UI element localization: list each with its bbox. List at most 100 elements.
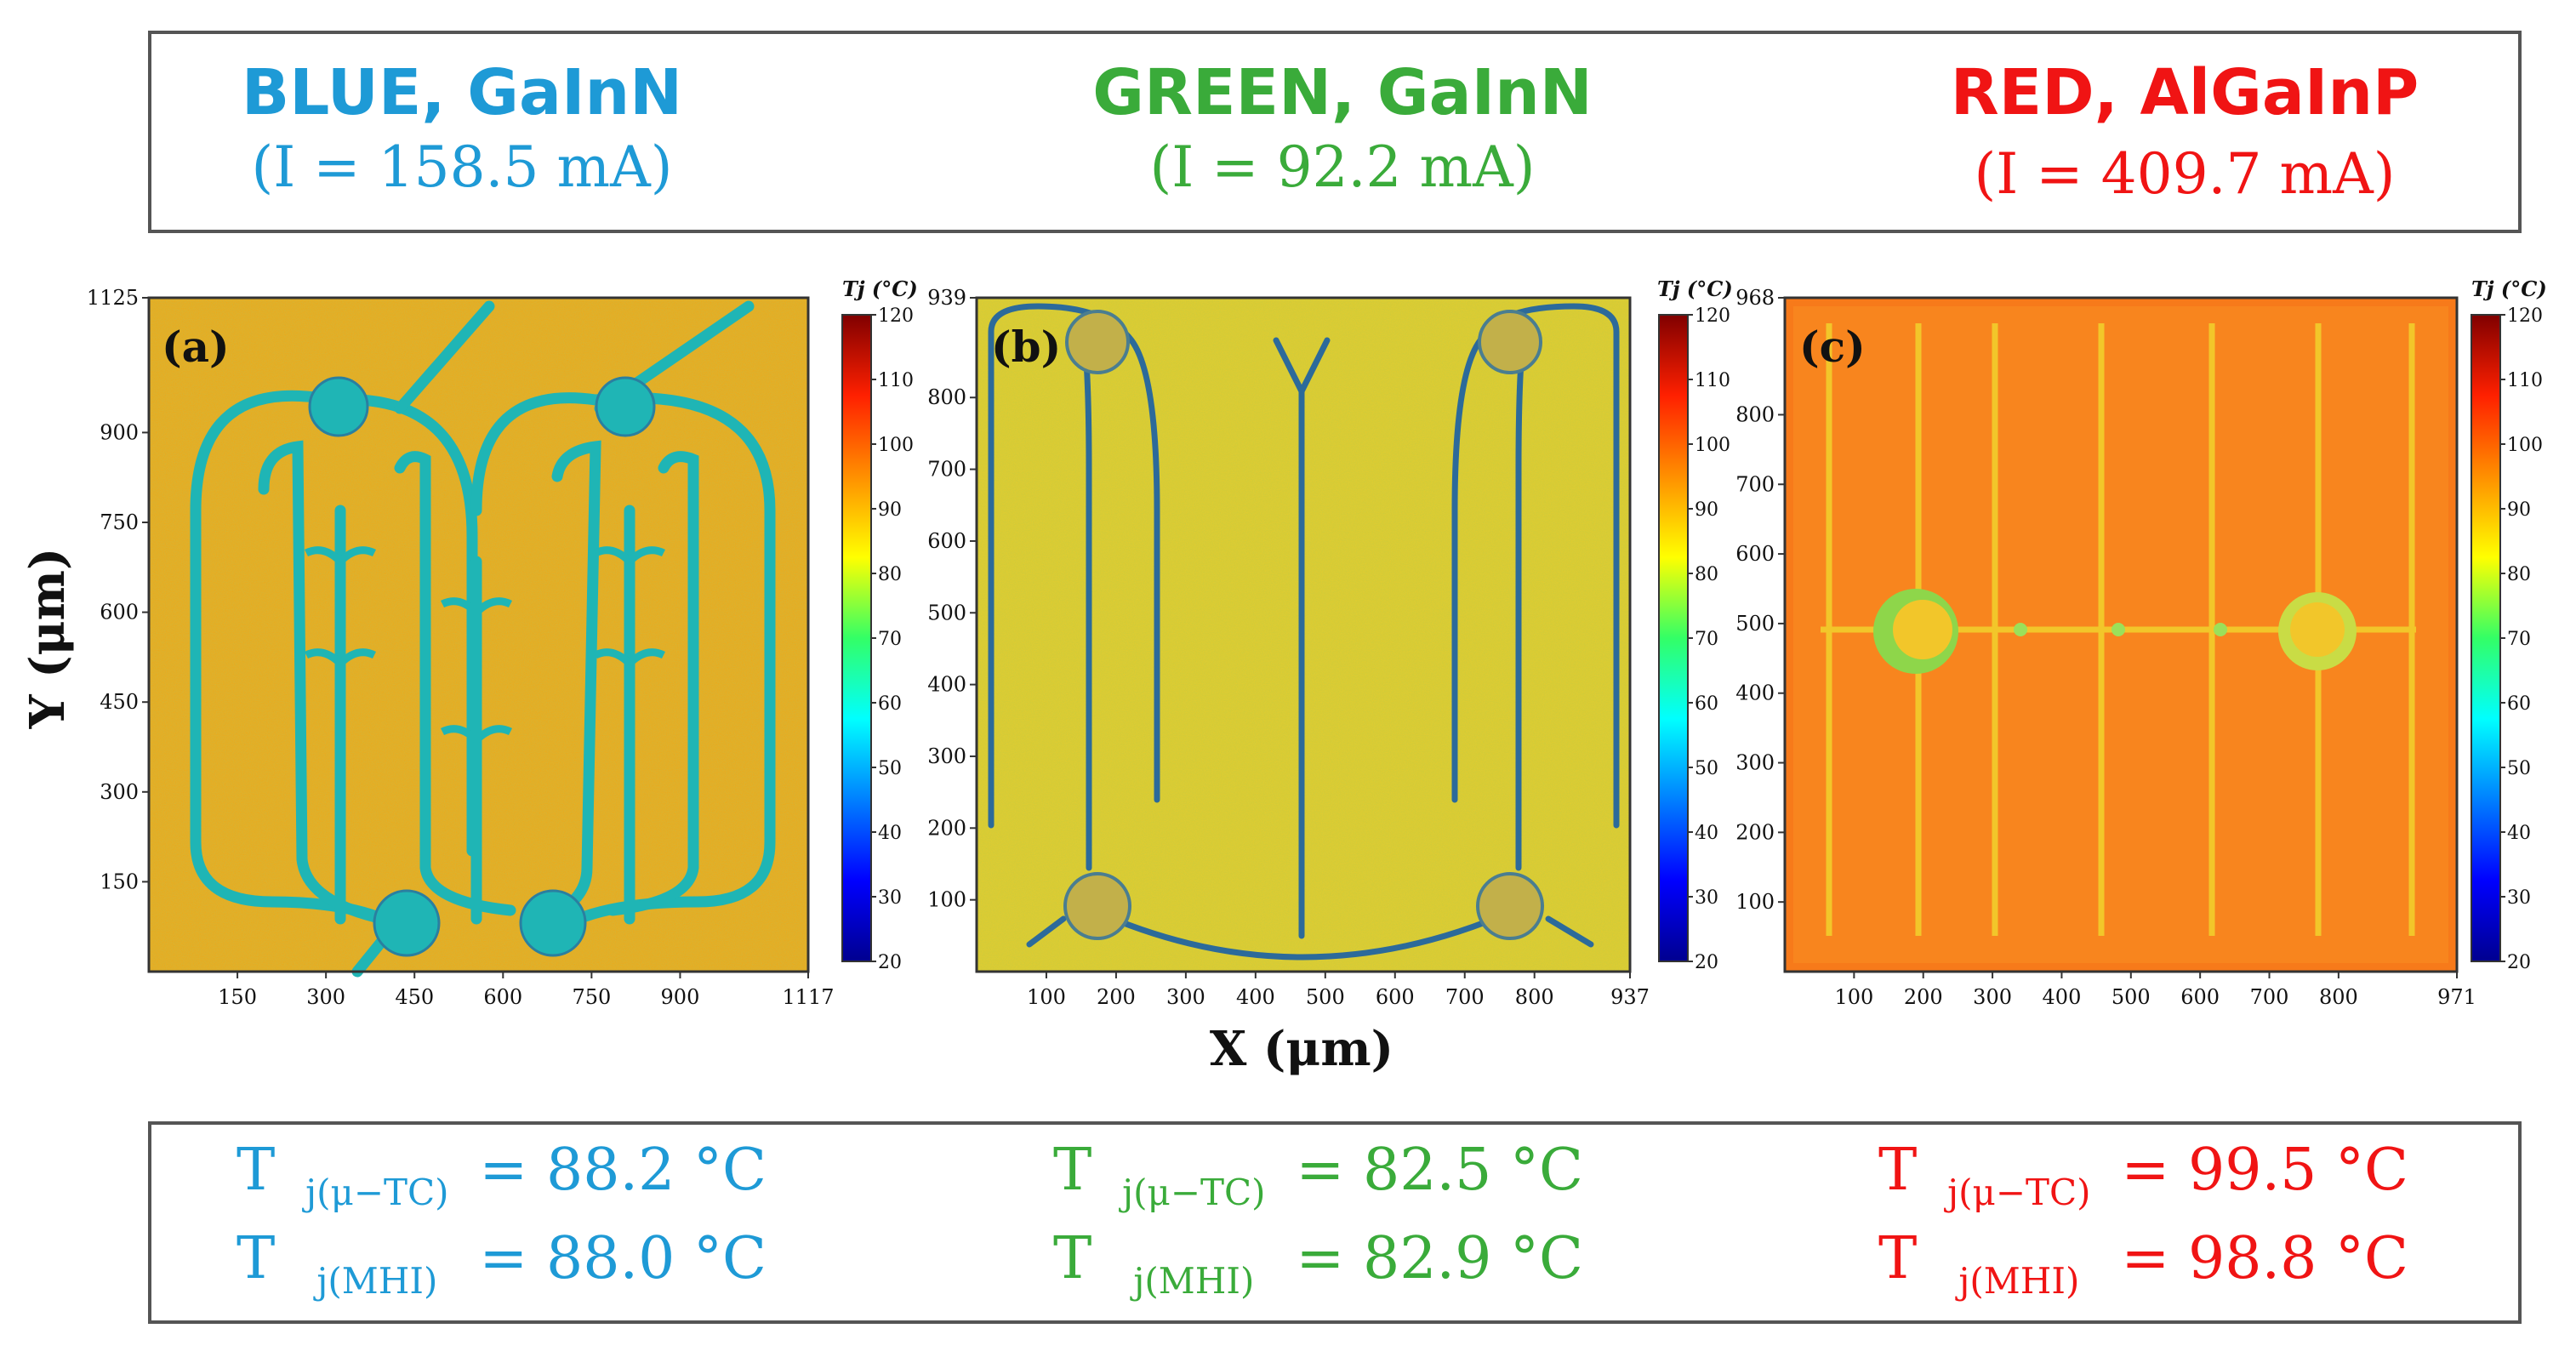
y-tick-label: 600 — [100, 601, 139, 624]
x-tick-label: 200 — [1097, 985, 1136, 1009]
colorbar-b — [1658, 314, 1689, 962]
tj-symbol: T — [1878, 1225, 1918, 1292]
x-tick-label: 700 — [2250, 985, 2289, 1009]
colorbar-tick-label: 20 — [878, 952, 902, 973]
x-tick-label: 900 — [661, 985, 700, 1009]
colorbar-tick-label: 90 — [2507, 499, 2531, 521]
colorbar-b-label: Tj (°C) — [1657, 277, 1733, 301]
y-tick-label: 800 — [1735, 402, 1775, 426]
colorbar-tick-label: 80 — [2507, 564, 2531, 585]
heatmap-figure: (a) 150 300 450 600 750 900 1117 150 300 450 600 75… — [20, 277, 2547, 1077]
led-name: GREEN, GaInN — [1092, 56, 1593, 129]
panel-c: (c) 100 200 300 400 500 600 700 800 971 100 200 300… — [1735, 277, 2547, 1009]
x-axis-title: X (μm) — [1210, 1021, 1393, 1077]
y-tick-label: 100 — [927, 888, 966, 912]
colorbar-tick-label: 110 — [878, 370, 914, 391]
tj-mhi-value: = 88.0 °C — [479, 1225, 767, 1292]
colorbar-tick-label: 30 — [878, 887, 902, 909]
colorbar-tick-label: 120 — [2507, 305, 2543, 327]
panel-label-b: (b) — [991, 322, 1061, 372]
axes-b: 100 200 300 400 500 600 700 800 937 100 200 300 400 5… — [927, 286, 1650, 1009]
tj-sub-tc: j(μ−TC) — [1947, 1172, 2091, 1213]
colorbar-tick-label: 80 — [878, 564, 902, 585]
header-box: BLUE, GaInN (I = 158.5 mA) GREEN, GaInN … — [148, 31, 2522, 233]
colorbar-tick-label: 30 — [1695, 887, 1718, 909]
x-tick-label: 100 — [1027, 985, 1066, 1009]
colorbar-b-ticks: 20 30 40 50 60 70 80 90 100 110 120 — [1688, 305, 1730, 973]
tj-mhi-value: = 82.9 °C — [1296, 1225, 1584, 1292]
x-tick-label: 300 — [306, 985, 345, 1009]
colorbar-tick-label: 90 — [878, 499, 902, 521]
y-tick-label: 750 — [100, 510, 139, 534]
y-tick-label: 100 — [1735, 890, 1775, 914]
tj-tc-value: = 82.5 °C — [1296, 1137, 1584, 1204]
colorbar-a — [841, 314, 872, 962]
colorbar-tick-label: 60 — [2507, 693, 2531, 715]
colorbar-c — [2471, 314, 2501, 962]
heatmap-b-frame — [975, 296, 1632, 973]
x-tick-label: 400 — [2043, 985, 2082, 1009]
x-tick-label: 300 — [1166, 985, 1205, 1009]
x-tick-label: 150 — [218, 985, 257, 1009]
colorbar-tick-label: 40 — [1695, 823, 1718, 844]
y-tick-label: 400 — [927, 673, 966, 697]
tj-sub-mhi: j(MHI) — [1133, 1260, 1255, 1302]
y-tick-label: 700 — [1735, 472, 1775, 496]
tj-symbol: T — [237, 1137, 276, 1204]
tj-sub-tc: j(μ−TC) — [1122, 1172, 1266, 1213]
tj-symbol: T — [1053, 1225, 1092, 1292]
colorbar-a-label: Tj (°C) — [842, 277, 918, 301]
x-tick-label: 100 — [1834, 985, 1873, 1009]
colorbar-tick-label: 120 — [878, 305, 914, 327]
panel-label-a: (a) — [162, 322, 230, 372]
colorbar-tick-label: 60 — [878, 693, 902, 715]
x-tick-label: 750 — [572, 985, 611, 1009]
x-tick-label: 600 — [2180, 985, 2220, 1009]
heatmap-b-pads — [1063, 310, 1544, 940]
x-tick-label: 400 — [1236, 985, 1275, 1009]
y-tick-label: 600 — [927, 529, 966, 553]
y-tick-label: 939 — [927, 286, 966, 310]
colorbar-c-ticks: 20 30 40 50 60 70 80 90 100 110 120 — [2500, 305, 2543, 973]
x-tick-label: 450 — [395, 985, 434, 1009]
x-tick-label: 600 — [483, 985, 522, 1009]
colorbar-tick-label: 70 — [878, 629, 902, 650]
x-tick-label: 800 — [1515, 985, 1554, 1009]
axes-c: 100 200 300 400 500 600 700 800 971 100 200 300 400 5… — [1735, 286, 2476, 1009]
colorbar-a-ticks: 20 30 40 50 60 70 80 90 100 110 120 — [871, 305, 914, 973]
colorbar-tick-label: 110 — [1695, 370, 1730, 391]
x-tick-label: 800 — [2319, 985, 2358, 1009]
panel-a: (a) 150 300 450 600 750 900 1117 150 300 450 600 75… — [87, 277, 918, 1009]
colorbar-tick-label: 120 — [1695, 305, 1730, 327]
led-name: RED, AlGaInP — [1950, 56, 2419, 129]
colorbar-tick-label: 50 — [1695, 758, 1718, 779]
x-tick-label: 1117 — [782, 985, 834, 1009]
tj-symbol: T — [237, 1225, 276, 1292]
y-tick-label: 450 — [100, 690, 139, 714]
colorbar-tick-label: 40 — [878, 823, 902, 844]
y-tick-label: 200 — [927, 816, 966, 840]
colorbar-tick-label: 110 — [2507, 370, 2543, 391]
colorbar-tick-label: 20 — [1695, 952, 1718, 973]
led-current: (I = 92.2 mA) — [1149, 134, 1536, 200]
header-col-blue: BLUE, GaInN (I = 158.5 mA) — [79, 56, 845, 200]
y-tick-label: 968 — [1735, 286, 1775, 310]
y-axis-title: Y (μm) — [20, 548, 76, 730]
tj-sub-mhi: j(MHI) — [1958, 1260, 2080, 1302]
tj-symbol: T — [1053, 1137, 1092, 1204]
y-tick-label: 300 — [100, 780, 139, 804]
x-tick-label: 971 — [2437, 985, 2476, 1009]
tj-tc-value: = 99.5 °C — [2121, 1137, 2409, 1204]
heatmap-a-branches — [304, 546, 666, 744]
y-tick-label: 600 — [1735, 542, 1775, 566]
y-tick-label: 1125 — [87, 286, 139, 310]
colorbar-tick-label: 70 — [1695, 629, 1718, 650]
heatmap-a-frame — [147, 296, 810, 973]
tj-mhi-value: = 98.8 °C — [2121, 1225, 2409, 1292]
